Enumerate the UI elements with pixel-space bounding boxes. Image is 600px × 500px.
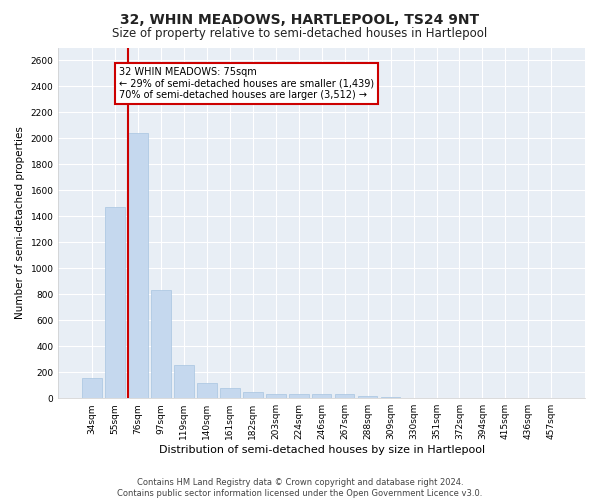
Bar	[358, 396, 377, 398]
Bar	[197, 384, 217, 398]
Bar	[312, 394, 331, 398]
Bar	[82, 378, 102, 398]
Text: 32 WHIN MEADOWS: 75sqm
← 29% of semi-detached houses are smaller (1,439)
70% of : 32 WHIN MEADOWS: 75sqm ← 29% of semi-det…	[119, 67, 374, 100]
Bar	[243, 392, 263, 398]
Bar	[151, 290, 171, 398]
Text: 32, WHIN MEADOWS, HARTLEPOOL, TS24 9NT: 32, WHIN MEADOWS, HARTLEPOOL, TS24 9NT	[121, 12, 479, 26]
Bar	[106, 208, 125, 398]
Bar	[128, 133, 148, 398]
Y-axis label: Number of semi-detached properties: Number of semi-detached properties	[15, 126, 25, 320]
Text: Size of property relative to semi-detached houses in Hartlepool: Size of property relative to semi-detach…	[112, 28, 488, 40]
Bar	[266, 394, 286, 398]
Bar	[220, 388, 239, 398]
Text: Contains HM Land Registry data © Crown copyright and database right 2024.
Contai: Contains HM Land Registry data © Crown c…	[118, 478, 482, 498]
X-axis label: Distribution of semi-detached houses by size in Hartlepool: Distribution of semi-detached houses by …	[158, 445, 485, 455]
Bar	[174, 365, 194, 398]
Bar	[289, 394, 308, 398]
Bar	[335, 394, 355, 398]
Bar	[381, 397, 400, 398]
